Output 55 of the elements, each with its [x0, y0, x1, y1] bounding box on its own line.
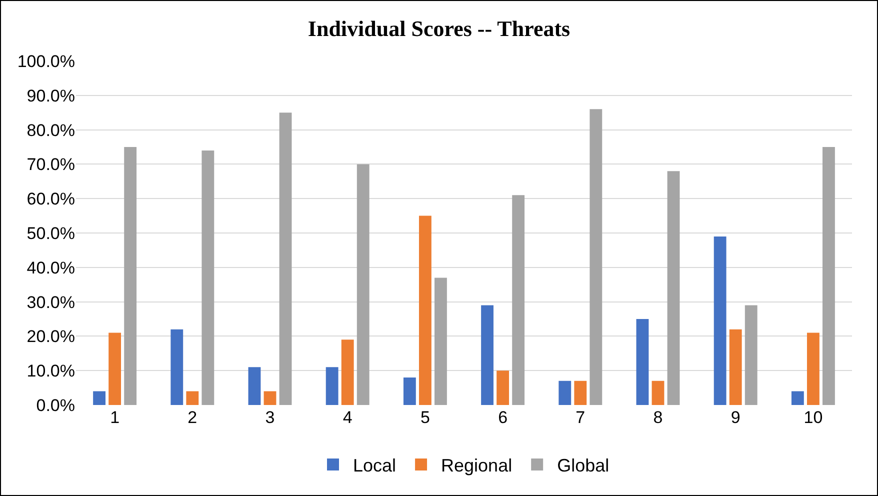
bar	[403, 377, 416, 405]
bar	[124, 147, 137, 405]
y-tick-label: 0.0%	[36, 396, 75, 415]
x-tick-label: 1	[110, 408, 120, 427]
bar	[279, 112, 292, 405]
bar	[729, 329, 742, 405]
x-tick-label: 7	[576, 408, 586, 427]
bar	[822, 147, 835, 405]
y-tick-label: 60.0%	[26, 190, 75, 209]
legend-label: Regional	[441, 456, 512, 476]
bar	[434, 278, 447, 405]
x-tick-label: 4	[342, 408, 352, 427]
y-tick-label: 80.0%	[26, 120, 75, 140]
y-tick-label: 90.0%	[26, 86, 75, 106]
legend-label: Local	[353, 456, 396, 476]
y-tick-label: 50.0%	[26, 224, 75, 243]
bar	[574, 380, 587, 405]
bar	[558, 380, 572, 405]
y-tick-label: 100.0%	[17, 52, 75, 71]
y-tick-label: 70.0%	[26, 155, 75, 174]
x-tick-label: 10	[804, 408, 823, 427]
y-tick-label: 20.0%	[26, 327, 75, 346]
x-tick-label: 6	[498, 408, 508, 427]
bar	[248, 367, 261, 405]
bar	[108, 332, 122, 405]
x-tick-label: 2	[188, 408, 198, 427]
y-tick-label: 40.0%	[26, 258, 75, 278]
bar	[512, 195, 525, 405]
bar	[202, 150, 214, 405]
bar	[652, 380, 664, 405]
bar	[636, 319, 649, 405]
bar	[481, 305, 494, 405]
bar	[806, 332, 820, 405]
chart-title: Individual Scores -- Threats	[308, 16, 571, 42]
bar	[186, 391, 199, 405]
bar	[418, 216, 432, 405]
x-tick-label: 5	[420, 408, 430, 427]
y-tick-label: 30.0%	[26, 292, 75, 312]
bar	[590, 109, 602, 405]
bar	[496, 370, 510, 405]
bar	[667, 171, 680, 405]
x-tick-label: 9	[730, 408, 740, 427]
y-tick-label: 10.0%	[26, 362, 75, 381]
bar	[714, 236, 726, 405]
legend-label: Global	[557, 456, 610, 476]
bar	[356, 164, 370, 405]
x-tick-label: 3	[265, 408, 275, 427]
bar	[170, 329, 184, 405]
x-tick-label: 8	[653, 408, 663, 427]
bar	[744, 305, 758, 405]
bar	[341, 340, 354, 405]
bar	[93, 391, 106, 405]
bar	[326, 367, 338, 405]
bar	[791, 391, 804, 405]
bar	[264, 391, 276, 405]
